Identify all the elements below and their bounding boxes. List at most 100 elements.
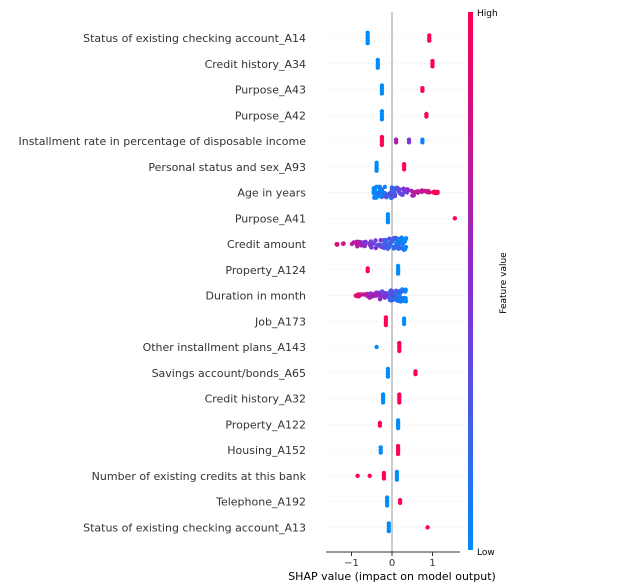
shap-point	[383, 322, 389, 328]
shap-point	[378, 238, 383, 243]
shap-point	[384, 244, 389, 250]
feature-label: Status of existing checking account_A14	[83, 32, 306, 45]
shap-point	[355, 473, 360, 478]
feature-label: Purpose_A43	[235, 84, 306, 97]
shap-point	[387, 241, 392, 246]
feature-labels: Status of existing checking account_A14 C…	[18, 32, 306, 534]
shap-point	[406, 140, 412, 145]
feature-label: Credit history_A32	[205, 393, 306, 406]
shap-point	[401, 247, 406, 252]
shap-point	[380, 400, 386, 405]
feature-label: Installment rate in percentage of dispos…	[18, 135, 306, 148]
shap-point	[401, 237, 406, 243]
feature-label: Property_A124	[225, 264, 306, 277]
x-tick-label: −1	[344, 558, 359, 569]
shap-point	[397, 288, 403, 294]
x-tick-label: 0	[389, 558, 395, 569]
feature-label: Personal status and sex_A93	[148, 161, 306, 174]
feature-label: Status of existing checking account_A13	[83, 521, 306, 534]
shap-point	[371, 186, 376, 191]
shap-point	[401, 321, 407, 327]
shap-point	[395, 451, 401, 457]
shap-point	[379, 142, 385, 148]
colorbar-low-label: Low	[477, 548, 495, 558]
shap-point	[413, 371, 418, 377]
feature-label: Purpose_A41	[235, 212, 306, 225]
shap-point	[363, 239, 368, 244]
shap-point	[395, 239, 400, 244]
shap-point	[371, 189, 376, 195]
shap-point	[355, 240, 360, 246]
shap-point	[424, 114, 429, 119]
shap-point	[430, 64, 435, 69]
shap-point	[405, 187, 410, 192]
shap-point	[389, 297, 394, 303]
feature-label: Age in years	[237, 187, 306, 200]
x-tick-label: 1	[429, 558, 435, 569]
shap-point	[334, 242, 340, 247]
shap-point	[397, 500, 403, 505]
shap-point	[393, 296, 398, 301]
shap-point	[390, 190, 395, 195]
shap-point	[425, 525, 430, 530]
shap-point	[420, 140, 425, 145]
feature-label: Credit history_A34	[205, 58, 306, 71]
shap-point	[395, 271, 401, 276]
shap-point	[452, 216, 457, 221]
shap-point	[369, 245, 374, 250]
x-axis-title: SHAP value (impact on model output)	[288, 570, 496, 583]
shap-point	[378, 294, 383, 300]
shap-point	[368, 291, 373, 296]
shap-point	[385, 220, 391, 225]
shap-point	[397, 400, 402, 405]
shap-point	[377, 184, 382, 189]
shap-point	[374, 344, 379, 350]
colorbar-title: Feature value	[499, 252, 509, 314]
shap-point	[379, 117, 385, 122]
shap-point	[379, 91, 385, 96]
shap-point	[420, 88, 425, 94]
shap-point	[394, 185, 400, 190]
feature-gridlines	[324, 37, 462, 528]
shap-point	[401, 186, 406, 191]
shap-point	[378, 450, 383, 455]
feature-label: Property_A122	[225, 418, 306, 431]
shap-point	[361, 292, 366, 297]
feature-label: Telephone_A192	[215, 496, 306, 509]
shap-point	[351, 240, 356, 245]
shap-point	[374, 195, 379, 200]
shap-point	[403, 287, 408, 292]
shap-points	[334, 30, 457, 534]
shap-point	[382, 184, 387, 190]
shap-point	[425, 189, 430, 194]
shap-point	[383, 238, 388, 243]
shap-point	[383, 194, 388, 199]
shap-point	[383, 293, 388, 298]
shap-point	[377, 423, 383, 428]
feature-label: Credit amount	[227, 238, 307, 251]
shap-point	[393, 235, 398, 241]
shap-point	[365, 41, 370, 46]
shap-point	[381, 476, 387, 481]
shap-point	[356, 292, 362, 297]
feature-label: Housing_A152	[227, 444, 306, 457]
feature-label: Number of existing credits at this bank	[92, 470, 307, 483]
shap-point	[400, 242, 405, 247]
feature-label: Other installment plans_A143	[143, 341, 306, 354]
shap-point	[381, 190, 386, 195]
colorbar-high-label: High	[477, 9, 498, 19]
shap-point	[432, 190, 437, 195]
shap-point	[355, 244, 360, 249]
shap-point	[378, 188, 383, 193]
shap-point	[375, 65, 380, 70]
shap-point	[412, 190, 418, 195]
shap-point	[386, 528, 391, 534]
shap-point	[374, 168, 379, 173]
shap-point	[395, 244, 400, 249]
shap-point	[401, 167, 407, 172]
shap-point	[389, 291, 394, 296]
shap-point	[373, 293, 379, 298]
shap-point	[385, 374, 391, 379]
shap-point	[376, 243, 381, 248]
shap-point	[393, 140, 399, 145]
